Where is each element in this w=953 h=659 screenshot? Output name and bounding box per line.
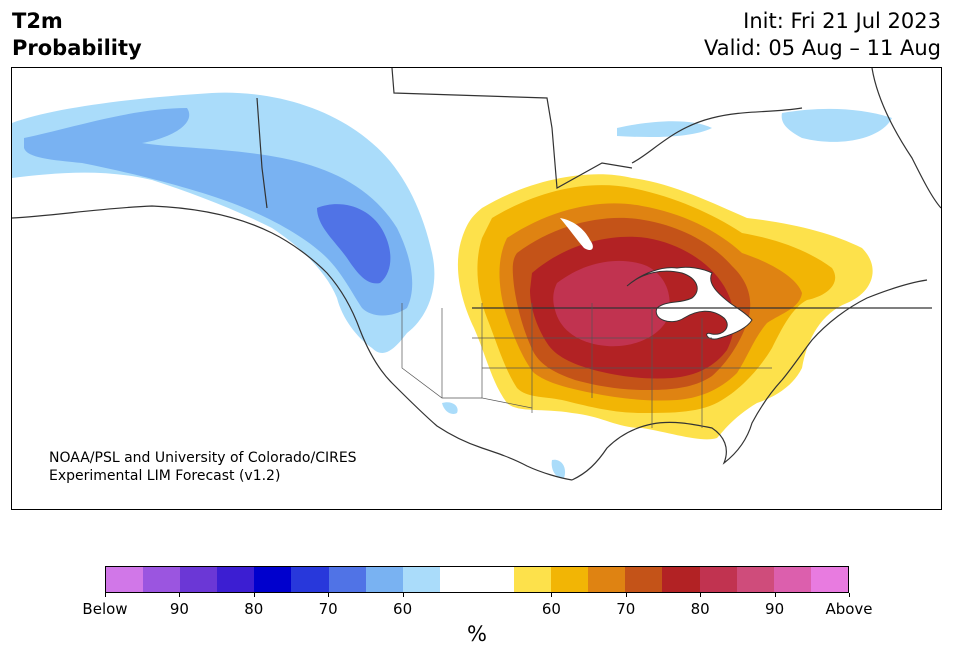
colorbar-tick-mark [775,593,776,597]
colorbar-segment [180,567,218,592]
colorbar-segment [106,567,144,592]
colorbar-segment [662,567,700,592]
colorbar-tick-mark [700,593,701,597]
map-canvas [12,68,941,481]
colorbar-segment [439,567,477,592]
state-borders [401,303,772,428]
colorbar-tick-mark [328,593,329,597]
colorbar-segment [143,567,181,592]
colorbar-segment [291,567,329,592]
probability-map[interactable]: NOAA/PSL and University of Colorado/CIRE… [11,67,942,510]
coastlines [12,68,941,481]
variable-label: T2m [12,9,63,33]
colorbar-tick-label: 90 [765,600,785,618]
colorbar-segment [254,567,292,592]
date-info: Init: Fri 21 Jul 2023 Valid: 05 Aug – 11… [704,8,941,62]
colorbar-segment [551,567,589,592]
colorbar-tick-label: 60 [541,600,561,618]
colorbar-tick-label: 80 [244,600,264,618]
colorbar-segment [476,567,515,592]
below-60-baja [442,402,566,479]
valid-range: Valid: 05 Aug – 11 Aug [703,36,941,60]
colorbar-tick-mark [849,593,850,597]
colorbar-segment [514,567,552,592]
colorbar-segment [736,567,774,592]
above-85-region [553,260,670,347]
colorbar-tick-label: 90 [169,600,189,618]
credit-line-1: NOAA/PSL and University of Colorado/CIRE… [49,450,357,466]
credit-line-2: Experimental LIM Forecast (v1.2) [49,468,281,484]
colorbar-segment [625,567,663,592]
colorbar-segment [217,567,255,592]
colorbar-segment [810,567,848,592]
colorbar-segment [365,567,403,592]
colorbar-segment [402,567,440,592]
great-lakes [626,266,753,340]
colorbar-tick-label: 80 [690,600,710,618]
colorbar-segment [699,567,737,592]
lake-winnipeg [560,218,593,251]
below-70-region [24,108,413,316]
colorbar-segment [588,567,626,592]
colorbar-unit: % [467,622,487,646]
below-60-east-canada [617,108,892,142]
colorbar-tick-label: 60 [393,600,413,618]
init-date: Init: Fri 21 Jul 2023 [743,9,941,33]
map-credit: NOAA/PSL and University of Colorado/CIRE… [49,449,357,485]
below-80-region [317,204,391,284]
colorbar-tick-mark [105,593,106,597]
product-label: Probability [12,36,142,60]
colorbar [105,566,849,593]
colorbar-tick-label: Above [825,600,873,618]
colorbar-segment [328,567,366,592]
colorbar-tick-label: 70 [616,600,636,618]
colorbar-tick-mark [254,593,255,597]
colorbar-tick-label: 70 [318,600,338,618]
colorbar-tick-mark [626,593,627,597]
colorbar-tick-mark [551,593,552,597]
figure-title: T2m Probability [12,8,142,62]
colorbar-tick-mark [179,593,180,597]
colorbar-tick-label: Below [82,600,128,618]
colorbar-tick-mark [403,593,404,597]
colorbar-segment [773,567,811,592]
